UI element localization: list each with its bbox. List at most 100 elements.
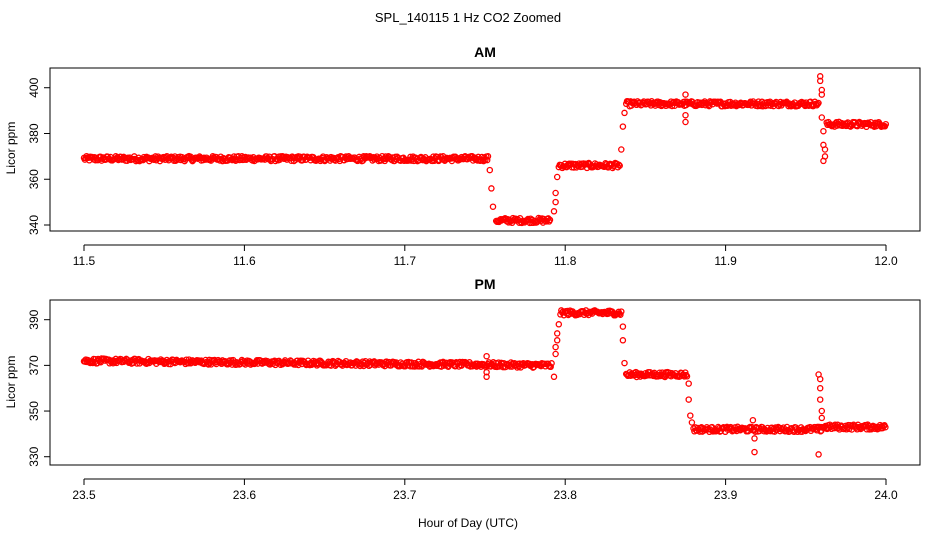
outlier-point xyxy=(489,203,497,210)
outlier-point xyxy=(550,208,558,215)
panel-pm-frame xyxy=(49,299,921,466)
data-point xyxy=(483,156,491,164)
outlier-point xyxy=(816,375,824,383)
data-point xyxy=(882,120,890,128)
panel-pm-x-axis: 23.5 23.6 23.7 23.8 23.9 24.0 xyxy=(72,478,898,502)
x-tick-label: 23.8 xyxy=(554,488,578,502)
panel-pm-y-axis: 330 350 370 390 xyxy=(27,309,51,467)
outlier-point xyxy=(688,419,696,426)
series-segment-3 xyxy=(690,423,825,436)
panel-am-y-axis: 340 360 380 400 xyxy=(27,77,51,235)
panel-am-points xyxy=(80,73,890,227)
panel-am: AM Licor ppm 11.5 11.6 11.7 11.8 11.9 12.0 34… xyxy=(4,44,921,268)
data-point xyxy=(683,373,691,380)
outlier-point xyxy=(552,350,559,358)
data-point xyxy=(204,360,211,367)
outlier-point xyxy=(555,321,563,328)
outlier-point xyxy=(621,359,628,367)
outlier-point xyxy=(682,118,689,126)
y-tick-label: 360 xyxy=(27,169,41,189)
outlier-point xyxy=(553,330,561,337)
y-tick-label: 350 xyxy=(27,401,41,421)
panel-am-x-axis: 11.5 11.6 11.7 11.8 11.9 12.0 xyxy=(73,244,898,268)
data-point xyxy=(882,423,889,431)
outlier-point xyxy=(486,166,494,174)
x-tick-label: 23.9 xyxy=(714,488,738,502)
outlier-point xyxy=(818,91,826,98)
outlier-point xyxy=(552,343,559,351)
series-segment-2 xyxy=(622,368,691,381)
y-tick-label: 390 xyxy=(27,309,41,329)
y-tick-label: 370 xyxy=(27,355,41,375)
data-point xyxy=(484,153,492,160)
x-tick-label: 11.6 xyxy=(233,254,256,268)
data-point xyxy=(617,311,624,318)
data-point xyxy=(815,99,822,107)
outlier-point xyxy=(621,109,628,117)
panel-am-frame xyxy=(49,67,921,232)
outlier-point xyxy=(553,337,561,344)
data-point xyxy=(547,363,554,371)
x-tick-label: 11.9 xyxy=(714,254,737,268)
outlier-point xyxy=(483,352,490,360)
series-segment-0 xyxy=(80,355,555,371)
outlier-point xyxy=(550,373,558,381)
series-segment-1 xyxy=(557,307,625,319)
outlier-point xyxy=(552,189,559,197)
outlier-point xyxy=(749,416,757,424)
outlier-point xyxy=(682,91,689,98)
outlier-point xyxy=(821,146,829,153)
x-tick-label: 11.7 xyxy=(394,254,417,268)
outlier-point xyxy=(619,323,627,330)
figure-title: SPL_140115 1 Hz CO2 Zoomed xyxy=(375,10,561,25)
x-tick-label: 23.6 xyxy=(233,488,257,502)
outlier-point xyxy=(483,373,490,381)
outlier-point xyxy=(685,380,692,387)
outlier-point xyxy=(488,185,495,192)
outlier-point xyxy=(685,396,692,403)
outlier-point xyxy=(818,407,826,415)
outlier-point xyxy=(820,157,827,165)
outlier-point xyxy=(618,146,625,153)
x-tick-label: 23.7 xyxy=(393,488,417,502)
y-tick-label: 380 xyxy=(27,123,41,143)
outlier-point xyxy=(619,123,627,130)
panel-pm-ylabel: Licor ppm xyxy=(4,356,18,409)
panel-pm-title: PM xyxy=(475,276,496,292)
outlier-point xyxy=(815,451,822,458)
outlier-point xyxy=(818,114,826,121)
data-point xyxy=(616,162,623,169)
data-point xyxy=(546,216,554,224)
series-segment-3 xyxy=(622,98,822,110)
x-axis-label: Hour of Day (UTC) xyxy=(418,516,518,530)
series-segment-4 xyxy=(823,118,890,131)
series-segment-4 xyxy=(818,421,889,433)
outlier-point xyxy=(619,337,627,344)
data-point xyxy=(615,161,623,168)
y-tick-label: 340 xyxy=(27,215,41,235)
data-point xyxy=(545,215,552,222)
x-tick-label: 11.5 xyxy=(73,254,96,268)
data-point xyxy=(618,308,625,315)
outlier-point xyxy=(816,396,824,403)
x-tick-label: 11.8 xyxy=(554,254,577,268)
outlier-point xyxy=(682,111,689,119)
outlier-point xyxy=(552,198,559,206)
outlier-point xyxy=(687,412,694,419)
series-segment-1 xyxy=(492,214,554,227)
y-tick-label: 330 xyxy=(27,446,41,466)
series-segment-2 xyxy=(555,159,623,172)
outlier-point xyxy=(820,127,827,135)
series-segment-0 xyxy=(80,152,492,165)
panel-pm: PM Licor ppm 23.5 23.6 23.7 23.8 23.9 24.0 33… xyxy=(4,276,921,502)
panel-am-ylabel: Licor ppm xyxy=(4,122,18,175)
outlier-point xyxy=(751,435,758,442)
outlier-point xyxy=(816,77,824,85)
y-tick-label: 400 xyxy=(27,77,41,97)
outlier-point xyxy=(553,173,561,181)
data-point xyxy=(411,363,419,370)
data-point xyxy=(814,100,821,108)
outlier-point xyxy=(751,448,758,456)
x-tick-label: 12.0 xyxy=(874,254,898,268)
outlier-point xyxy=(816,384,824,392)
